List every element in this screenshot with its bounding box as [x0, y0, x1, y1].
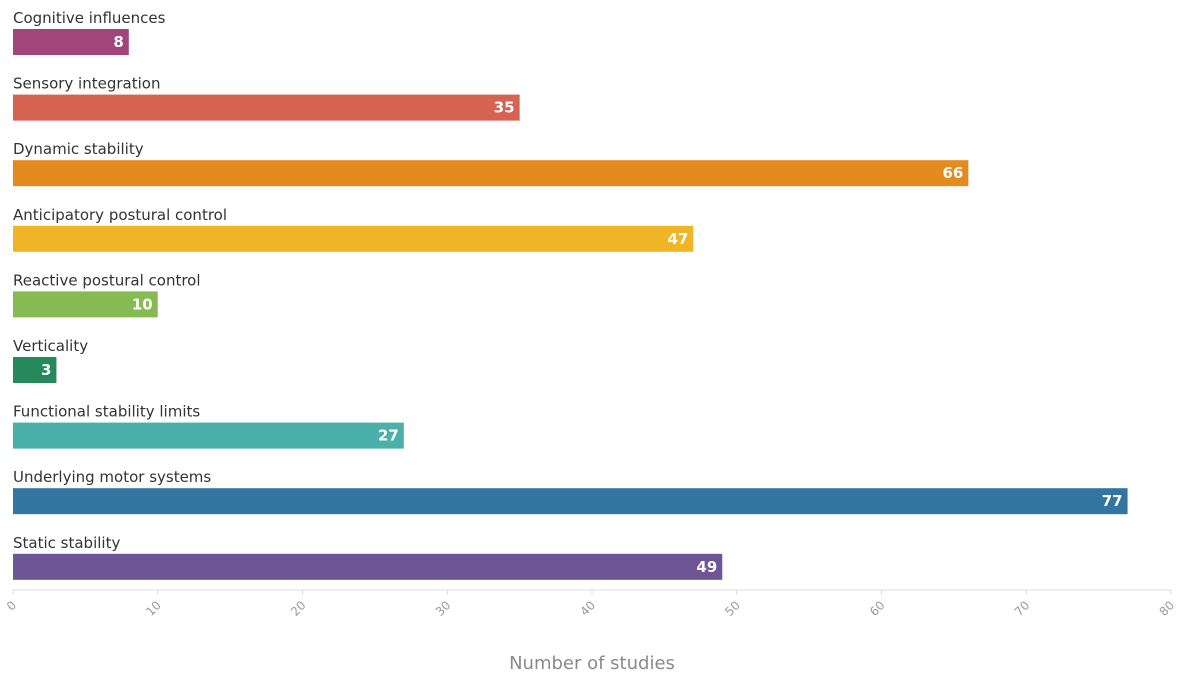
bar-group: Static stability 49: [13, 534, 723, 580]
bar-group: Cognitive influences 8: [13, 9, 166, 55]
bar-group: Verticality 3: [13, 337, 88, 383]
bar-group: Dynamic stability 66: [13, 140, 969, 187]
category-label: Underlying motor systems: [13, 468, 211, 486]
data-label: 35: [494, 99, 515, 117]
bar: [13, 291, 158, 318]
bar: [13, 29, 129, 55]
x-axis-ticks: 0 10 20 30 40 50 60 70 80: [4, 590, 1177, 619]
category-label: Functional stability limits: [13, 403, 200, 421]
x-axis-title: Number of studies: [509, 653, 675, 674]
bar-group: Sensory integration 35: [13, 75, 520, 121]
bars-layer: Cognitive influences 8 Sensory integration…: [13, 9, 1128, 580]
x-tick-label: 20: [288, 598, 309, 619]
bar: [13, 357, 57, 383]
category-label: Sensory integration: [13, 75, 160, 93]
x-tick-label: 0: [4, 598, 19, 613]
bar: [13, 160, 969, 187]
data-label: 77: [1102, 492, 1123, 510]
x-tick-label: 10: [143, 598, 164, 619]
category-label: Anticipatory postural control: [13, 206, 227, 224]
category-label: Cognitive influences: [13, 9, 166, 27]
category-label: Dynamic stability: [13, 140, 144, 158]
category-label: Verticality: [13, 337, 88, 355]
bar: [13, 225, 694, 252]
bar: [13, 553, 723, 580]
x-tick-label: 30: [433, 598, 454, 619]
bar: [13, 488, 1128, 515]
data-label: 10: [132, 295, 153, 313]
x-tick-label: 50: [722, 598, 743, 619]
data-label: 27: [378, 427, 399, 445]
bar-group: Reactive postural control 10: [13, 271, 201, 318]
x-tick-label: 80: [1156, 598, 1177, 619]
x-tick-label: 40: [577, 598, 598, 619]
category-label: Reactive postural control: [13, 271, 201, 289]
bar: [13, 422, 404, 449]
x-tick-label: 60: [867, 598, 888, 619]
category-label: Static stability: [13, 534, 120, 552]
data-label: 66: [942, 164, 963, 182]
data-label: 47: [667, 230, 688, 248]
bar: [13, 94, 520, 121]
x-tick-label: 70: [1012, 598, 1033, 619]
data-label: 3: [41, 361, 51, 379]
data-label: 49: [696, 558, 717, 576]
data-label: 8: [113, 33, 123, 51]
bar-group: Underlying motor systems 77: [13, 468, 1128, 515]
bar-group: Functional stability limits 27: [13, 403, 404, 449]
bar-group: Anticipatory postural control 47: [13, 206, 694, 252]
